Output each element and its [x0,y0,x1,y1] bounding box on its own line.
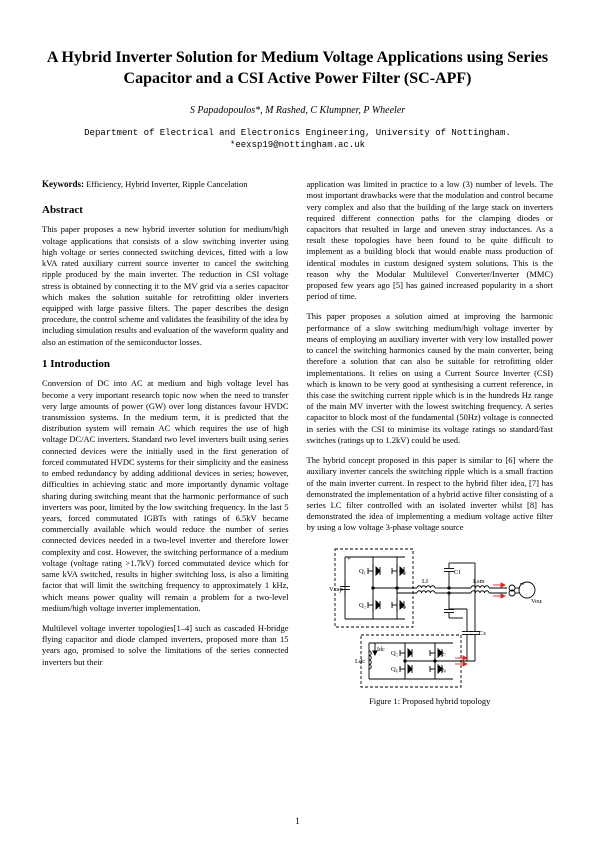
svg-text:Vout: Vout [531,598,542,605]
svg-text:Vcap: Vcap [329,586,343,593]
affiliation-dept: Department of Electrical and Electronics… [84,128,511,138]
authors-line: S Papadopoulos*, M Rashed, C Klumpner, P… [42,104,553,117]
abstract-heading: Abstract [42,203,289,218]
keywords-text: Efficiency, Hybrid Inverter, Ripple Canc… [84,179,247,189]
figure-1-circuit-diagram: Vcap+Q₁Q₂Q₃Q₄LfCfLsm~VoutLdcIdcQ₅Q₆Q₇Q₈C… [317,543,542,693]
svg-text:Q₈: Q₈ [439,666,446,673]
right-column: application was limited in practice to a… [307,179,554,707]
affiliation-block: Department of Electrical and Electronics… [42,127,553,151]
col2-paragraph-3: The hybrid concept proposed in this pape… [307,455,554,534]
svg-text:Q₆: Q₆ [391,666,398,673]
col2-paragraph-1: application was limited in practice to a… [307,179,554,302]
svg-text:Q₄: Q₄ [399,602,407,609]
svg-text:+: + [347,555,351,563]
svg-text:Lf: Lf [422,578,429,585]
svg-text:Q₅: Q₅ [391,650,398,657]
keywords-line: Keywords: Efficiency, Hybrid Inverter, R… [42,179,289,191]
abstract-text: This paper proposes a new hybrid inverte… [42,224,289,347]
intro-paragraph-2: Multilevel voltage inverter topologies[1… [42,623,289,668]
intro-paragraph-1: Conversion of DC into AC at medium and h… [42,378,289,614]
figure-1-container: Vcap+Q₁Q₂Q₃Q₄LfCfLsm~VoutLdcIdcQ₅Q₆Q₇Q₈C… [307,543,554,707]
svg-text:Q₇: Q₇ [439,650,446,657]
page-number: 1 [0,816,595,828]
svg-text:Cs: Cs [479,630,486,637]
two-column-layout: Keywords: Efficiency, Hybrid Inverter, R… [42,179,553,707]
svg-text:Ldc: Ldc [355,658,365,665]
svg-text:Cf: Cf [454,569,461,576]
paper-title: A Hybrid Inverter Solution for Medium Vo… [42,48,553,90]
svg-text:Q₂: Q₂ [359,602,366,609]
svg-text:Q₃: Q₃ [399,568,406,575]
svg-text:Idc: Idc [377,647,385,653]
left-column: Keywords: Efficiency, Hybrid Inverter, R… [42,179,289,707]
col2-paragraph-2: This paper proposes a solution aimed at … [307,311,554,446]
keywords-label: Keywords: [42,179,84,189]
affiliation-email: *eexsp19@nottingham.ac.uk [230,140,365,150]
intro-heading: 1 Introduction [42,357,289,372]
figure-1-caption: Figure 1: Proposed hybrid topology [307,696,554,707]
svg-text:~: ~ [520,579,525,589]
svg-text:Q₁: Q₁ [359,568,366,575]
